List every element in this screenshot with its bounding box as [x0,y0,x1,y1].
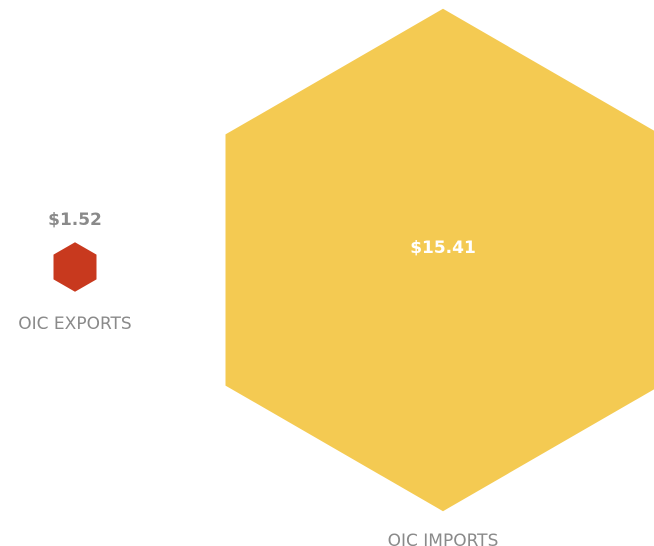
value-label: $15.41 [410,238,476,258]
category-label: OIC EXPORTS [18,314,131,334]
category-label: OIC IMPORTS [388,531,499,546]
hexagon [225,8,654,512]
hexagon [53,242,97,292]
value-label: $1.52 [48,210,102,230]
